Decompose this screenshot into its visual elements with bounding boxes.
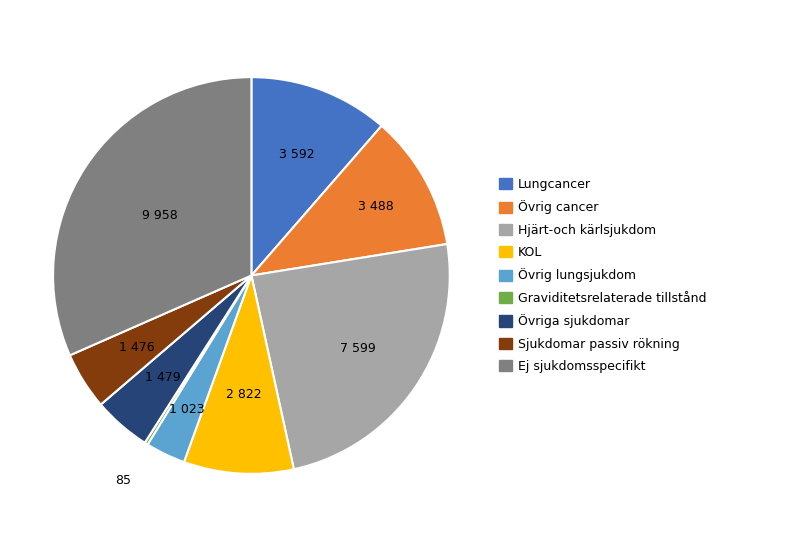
- Wedge shape: [251, 126, 447, 276]
- Text: 7 599: 7 599: [340, 342, 375, 354]
- Wedge shape: [148, 276, 251, 462]
- Wedge shape: [251, 77, 382, 276]
- Text: 85: 85: [115, 474, 131, 487]
- Wedge shape: [251, 244, 450, 469]
- Text: 2 822: 2 822: [225, 388, 261, 401]
- Wedge shape: [101, 276, 251, 443]
- Text: 3 592: 3 592: [279, 148, 315, 161]
- Text: 3 488: 3 488: [358, 199, 394, 213]
- Legend: Lungcancer, Övrig cancer, Hjärt-och kärlsjukdom, KOL, Övrig lungsjukdom, Gravidi: Lungcancer, Övrig cancer, Hjärt-och kärl…: [493, 172, 713, 379]
- Wedge shape: [70, 276, 251, 404]
- Text: 1 479: 1 479: [145, 371, 181, 384]
- Text: 9 958: 9 958: [142, 209, 178, 223]
- Text: 1 476: 1 476: [119, 341, 155, 354]
- Text: 1 023: 1 023: [169, 403, 204, 416]
- Wedge shape: [184, 276, 294, 474]
- Wedge shape: [144, 276, 251, 445]
- Wedge shape: [53, 77, 251, 355]
